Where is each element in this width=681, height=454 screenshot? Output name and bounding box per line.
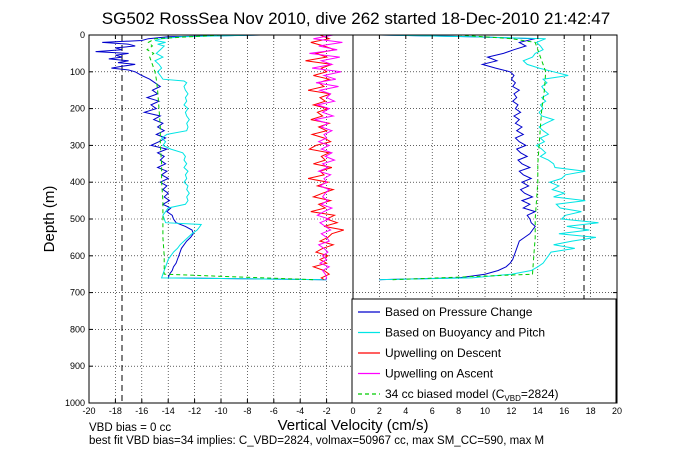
x-tick-label: -4 bbox=[296, 406, 304, 416]
axis-ticks: -20 -18 -16 -14 -12 -10 -8 -6 -4 -2 0 2 4 6 8 10 12 14 16 1… bbox=[65, 30, 622, 416]
y-tick-label: 700 bbox=[70, 288, 85, 298]
legend-subscript: VBD bbox=[504, 394, 521, 403]
series-upwelling-descent bbox=[305, 34, 344, 281]
x-tick-label: -8 bbox=[243, 406, 251, 416]
x-axis-label: Vertical Velocity (cm/s) bbox=[278, 417, 429, 434]
x-tick-label: -10 bbox=[214, 406, 227, 416]
y-tick-label: 400 bbox=[70, 177, 85, 187]
reference-lines bbox=[121, 35, 585, 403]
legend-entry: Based on Pressure Change bbox=[385, 305, 533, 319]
x-tick-label: -16 bbox=[135, 406, 148, 416]
x-tick-label: -20 bbox=[82, 406, 95, 416]
vbd-bias-note: VBD bias = 0 cc bbox=[89, 422, 171, 434]
legend-entry: 34 cc biased model (CVBD=2824) bbox=[385, 387, 559, 403]
best-fit-note: best fit VBD bias=34 implies: C_VBD=2824… bbox=[89, 435, 544, 447]
y-tick-label: 900 bbox=[70, 361, 85, 371]
legend-entry: Upwelling on Descent bbox=[385, 346, 502, 360]
y-axis-label: Depth (m) bbox=[41, 186, 58, 253]
series-buoyancy-pitch-descent bbox=[154, 34, 327, 281]
x-tick-label: 14 bbox=[533, 406, 543, 416]
x-tick-label: -6 bbox=[270, 406, 278, 416]
y-tick-label: 500 bbox=[70, 214, 85, 224]
x-tick-label: 16 bbox=[559, 406, 569, 416]
x-tick-label: 12 bbox=[506, 406, 516, 416]
series-pressure-change-descent bbox=[95, 34, 327, 281]
series-pressure-change-ascent bbox=[379, 34, 537, 281]
x-tick-label: 0 bbox=[350, 406, 355, 416]
y-tick-label: 800 bbox=[70, 324, 85, 334]
y-tick-label: 600 bbox=[70, 251, 85, 261]
series-upwelling-ascent bbox=[309, 34, 343, 280]
legend-entry: Based on Buoyancy and Pitch bbox=[385, 326, 545, 340]
x-tick-label: -14 bbox=[162, 406, 175, 416]
y-tick-label: 1000 bbox=[65, 398, 85, 408]
x-tick-label: 20 bbox=[612, 406, 622, 416]
series-biased-model-descent bbox=[146, 34, 314, 281]
legend-entry: Upwelling on Ascent bbox=[385, 367, 494, 381]
x-tick-label: -12 bbox=[188, 406, 201, 416]
chart-title: SG502 RossSea Nov 2010, dive 262 started… bbox=[102, 9, 610, 28]
y-tick-label: 0 bbox=[80, 30, 85, 40]
series-biased-model-ascent bbox=[392, 34, 547, 281]
legend: Based on Pressure Change Based on Buoyanc… bbox=[351, 298, 617, 404]
y-tick-label: 300 bbox=[70, 140, 85, 150]
x-tick-label: -2 bbox=[323, 406, 331, 416]
x-tick-label: 18 bbox=[586, 406, 596, 416]
x-tick-label: 2 bbox=[377, 406, 382, 416]
series-buoyancy-pitch-ascent bbox=[379, 34, 599, 281]
y-tick-label: 200 bbox=[70, 104, 85, 114]
x-tick-label: 6 bbox=[430, 406, 435, 416]
data-series bbox=[95, 34, 599, 281]
x-tick-label: -18 bbox=[109, 406, 122, 416]
legend-box bbox=[351, 298, 617, 404]
x-tick-label: 4 bbox=[403, 406, 408, 416]
x-tick-label: 8 bbox=[456, 406, 461, 416]
legend-suffix: =2824) bbox=[521, 387, 559, 401]
x-tick-label: 10 bbox=[480, 406, 490, 416]
y-tick-label: 100 bbox=[70, 67, 85, 77]
